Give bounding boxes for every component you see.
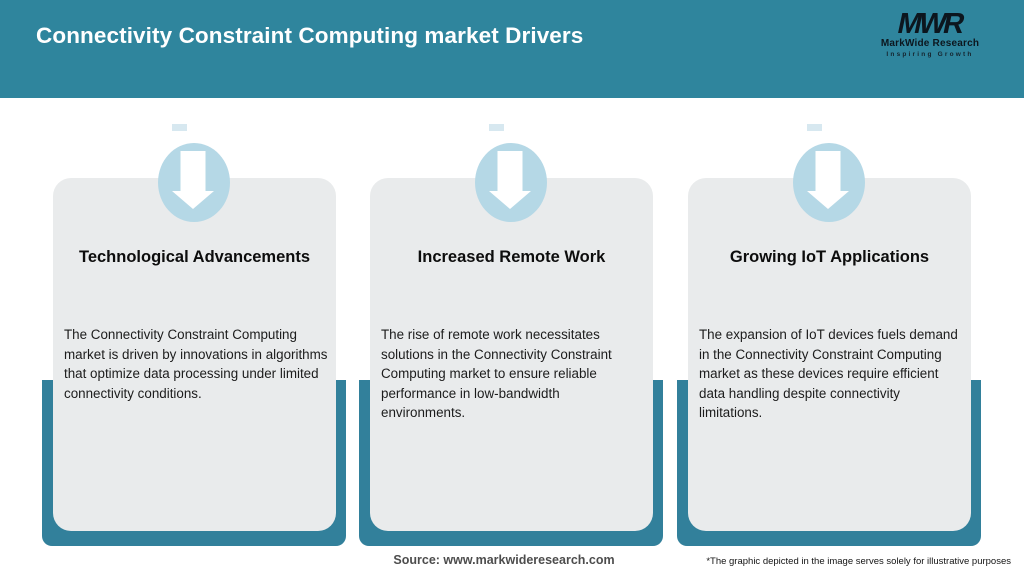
down-arrow-icon <box>807 151 849 209</box>
disclaimer-text: *The graphic depicted in the image serve… <box>706 556 1011 567</box>
card-title: Increased Remote Work <box>417 248 606 266</box>
brand-logo: MWR MarkWide Research Inspiring Growth <box>860 8 1000 59</box>
logo-name: MarkWide Research <box>880 38 980 49</box>
arrow-notch <box>172 124 187 131</box>
driver-card: Technological Advancements The Connectiv… <box>53 178 336 531</box>
page-title: Connectivity Constraint Computing market… <box>36 23 584 48</box>
card-title: Technological Advancements <box>78 248 311 266</box>
card-body: The Connectivity Constraint Computing ma… <box>64 327 328 401</box>
logo-tagline: Inspiring Growth <box>886 51 974 58</box>
source-text: Source: www.markwideresearch.com <box>393 553 615 567</box>
arrow-notch <box>807 124 822 131</box>
card-body: The expansion of IoT devices fuels deman… <box>699 327 958 420</box>
driver-card: Increased Remote Work The rise of remote… <box>370 178 653 531</box>
down-arrow-icon <box>489 151 531 209</box>
card-body: The rise of remote work necessitates sol… <box>381 327 612 420</box>
logo-mark: MWR <box>894 8 966 40</box>
card-title: Growing IoT Applications <box>729 248 930 266</box>
driver-card: Growing IoT Applications The expansion o… <box>688 178 971 531</box>
arrow-notch <box>489 124 504 131</box>
down-arrow-icon <box>172 151 214 209</box>
header-bar: Connectivity Constraint Computing market… <box>0 0 1024 98</box>
